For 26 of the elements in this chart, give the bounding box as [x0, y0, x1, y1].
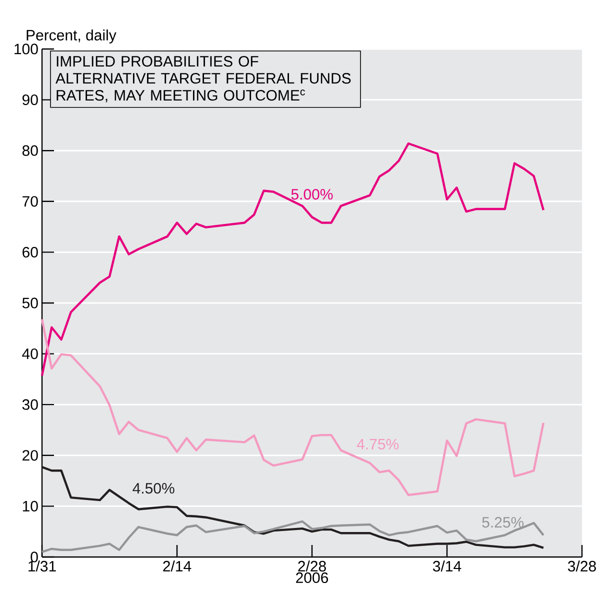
y-tick-label: 0 [30, 552, 38, 562]
y-tick-label: 40 [22, 348, 38, 360]
y-axis-title: Percent, daily [26, 29, 116, 44]
y-tick-label: 70 [22, 196, 38, 207]
series-label: 4.75% [356, 438, 399, 450]
y-tick-label: 30 [22, 399, 38, 410]
x-tick-label: 2/14 [163, 560, 192, 572]
y-tick-label: 20 [22, 450, 38, 461]
y-tick-label: 80 [22, 145, 38, 156]
series-label: 5.25% [482, 516, 524, 528]
x-tick-label: 2/28 [298, 560, 326, 572]
line-series [40, 466, 545, 549]
x-axis-title: 2006 [296, 572, 328, 584]
y-tick-label: 50 [22, 298, 38, 308]
x-tick-label: 3/14 [432, 560, 462, 572]
series-label: 4.50% [132, 482, 174, 494]
y-tick-label: 60 [22, 246, 38, 258]
line-series [40, 142, 545, 377]
y-tick-label: 10 [22, 500, 38, 512]
y-tick-label: 90 [22, 94, 38, 106]
text: IMPLIED PROBABILITIES OF ALTERNATIVE TARGET FEDERAL FUNDS RATES, MAY MEETING OUTCOME$^{c}$ [56, 56, 351, 102]
x-tick-label: 3/28 [568, 560, 596, 572]
line-series [40, 318, 545, 496]
series-label: 5.00% [291, 188, 333, 200]
y-tick-label: 100 [14, 44, 38, 54]
x-tick-label: 1/31 [28, 560, 56, 572]
